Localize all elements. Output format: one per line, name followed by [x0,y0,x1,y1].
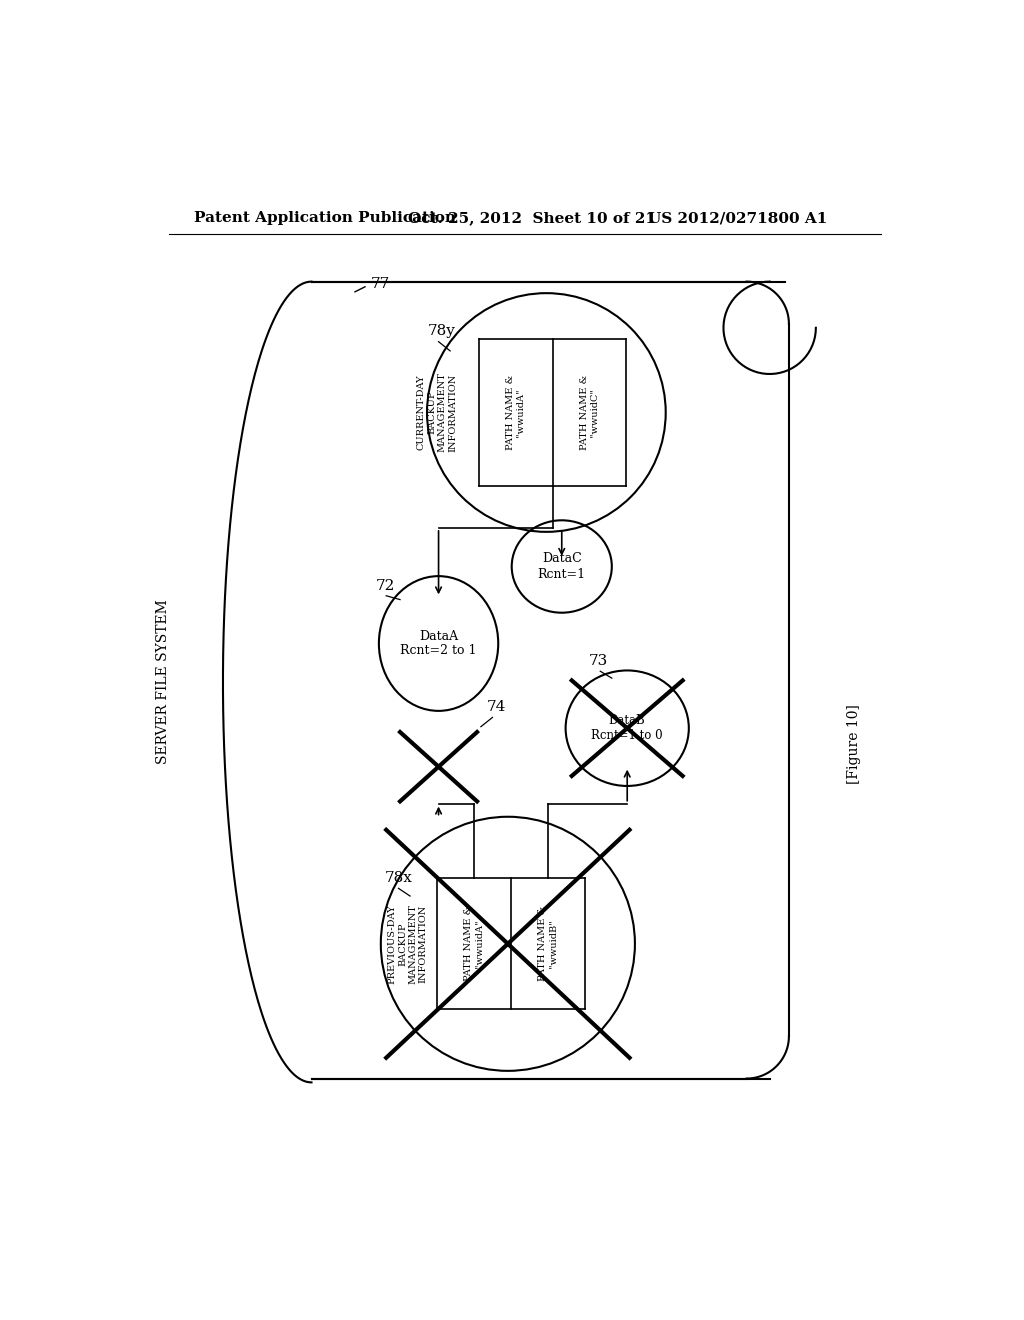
Text: [Figure 10]: [Figure 10] [848,704,861,784]
Text: Oct. 25, 2012  Sheet 10 of 21: Oct. 25, 2012 Sheet 10 of 21 [408,211,655,226]
Text: PATH NAME &
"wwuidA": PATH NAME & "wwuidA" [506,375,525,450]
Text: 72: 72 [376,578,395,593]
Text: PREVIOUS-DAY
BACKUP
MANAGEMENT
INFORMATION: PREVIOUS-DAY BACKUP MANAGEMENT INFORMATI… [388,904,428,983]
Text: 78x: 78x [385,871,413,886]
Text: SERVER FILE SYSTEM: SERVER FILE SYSTEM [156,599,170,764]
Text: 74: 74 [486,700,506,714]
Text: DataA
Rcnt=2 to 1: DataA Rcnt=2 to 1 [400,630,477,657]
Text: 77: 77 [371,277,390,290]
Text: DataB
Rcnt=1 to 0: DataB Rcnt=1 to 0 [592,714,663,742]
Text: 73: 73 [589,653,608,668]
Text: 78y: 78y [428,325,456,338]
Text: DataC
Rcnt=1: DataC Rcnt=1 [538,553,586,581]
Text: US 2012/0271800 A1: US 2012/0271800 A1 [648,211,827,226]
Text: Patent Application Publication: Patent Application Publication [194,211,456,226]
Text: PATH NAME &
"wwuidA": PATH NAME & "wwuidA" [464,906,483,982]
Text: PATH NAME &
"wwuidC": PATH NAME & "wwuidC" [580,375,599,450]
Text: PATH NAME &
"wwuidB": PATH NAME & "wwuidB" [539,906,558,982]
Text: CURRENT-DAY
BACKUP
MANAGEMENT
INFORMATION: CURRENT-DAY BACKUP MANAGEMENT INFORMATIO… [417,372,457,453]
